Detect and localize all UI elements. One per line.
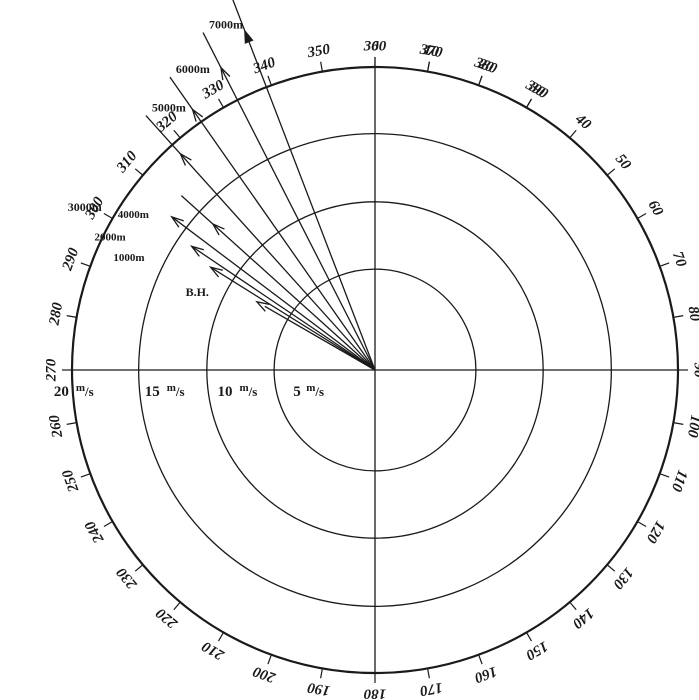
angle-label: 50: [612, 151, 634, 173]
wind-altitude-label: 2000m: [94, 231, 125, 243]
angle-tick: [321, 668, 323, 678]
angle-tick: [479, 655, 482, 664]
angle-label: 180: [363, 686, 386, 700]
arrow-head: [211, 267, 223, 277]
angle-label: 110: [668, 468, 691, 494]
angle-tick: [570, 130, 576, 138]
angle-tick: [67, 423, 77, 425]
arrow-head: [193, 109, 203, 121]
wind-altitude-label: 3000m: [68, 200, 102, 214]
arrow-head: [192, 246, 204, 256]
angle-tick: [174, 130, 180, 138]
angle-label: 40: [571, 111, 594, 134]
angle-tick: [174, 602, 180, 610]
angle-tick: [67, 316, 77, 318]
speed-value: 15: [145, 384, 160, 400]
angle-tick: [81, 263, 90, 266]
angle-label: 190: [306, 679, 331, 699]
angle-label: 360: [363, 38, 387, 54]
angle-label: 80: [684, 305, 699, 323]
speed-unit: m/s: [76, 382, 94, 399]
angle-label: 70: [669, 250, 689, 270]
angle-label: 60: [645, 198, 667, 219]
wind-altitude-label: 7000m: [209, 18, 243, 32]
angle-tick: [104, 522, 113, 527]
speed-unit: m/s: [239, 382, 257, 399]
angle-label: 130: [609, 564, 636, 592]
angle-label: 370: [418, 41, 444, 61]
wind-altitude-label: 4000m: [118, 209, 149, 221]
angle-tick: [660, 474, 669, 477]
speed-value: 20: [54, 384, 69, 400]
angle-tick: [135, 169, 143, 175]
angle-label: 350: [305, 41, 331, 61]
angle-tick: [527, 632, 532, 641]
angle-label: 160: [472, 663, 499, 686]
angle-label: 230: [113, 564, 141, 593]
angle-label: 220: [153, 604, 182, 632]
angle-tick: [104, 214, 113, 219]
speed-label-group: 5 m/s: [293, 382, 324, 400]
angle-label: 290: [59, 246, 82, 274]
angle-label: 90: [691, 363, 699, 379]
wind-altitude-label: 1000m: [113, 252, 144, 264]
angle-label: 280: [46, 301, 66, 327]
wind-altitude-label: 6000m: [176, 62, 210, 76]
angle-tick: [479, 76, 482, 85]
angle-label: 140: [569, 605, 597, 632]
angle-tick: [673, 423, 683, 425]
angle-tick: [428, 668, 430, 678]
angle-label: 200: [251, 663, 279, 686]
speed-value: 5: [293, 384, 301, 400]
wind-polar-chart: 0102030405060708090100110120130140150160…: [0, 0, 699, 700]
arrow-head: [245, 31, 253, 44]
speed-unit: m/s: [306, 382, 324, 399]
speed-label-group: 10 m/s: [217, 382, 257, 400]
angle-tick: [637, 214, 646, 219]
angle-tick: [527, 99, 532, 108]
wind-vector: [211, 267, 375, 370]
angle-label: 270: [43, 358, 59, 382]
speed-label-group: 15 m/s: [145, 382, 185, 400]
angle-tick: [660, 263, 669, 266]
angle-labels: 0102030405060708090100110120130140150160…: [43, 38, 699, 700]
angle-tick: [268, 655, 271, 664]
angle-tick: [673, 316, 683, 318]
angle-label: 380: [471, 54, 499, 77]
arrow-head: [221, 68, 230, 81]
angle-label: 240: [82, 518, 108, 547]
angle-label: 390: [522, 77, 551, 103]
speed-labels: 5 m/s 10 m/s 15 m/s 20 m/s: [54, 382, 324, 400]
angle-label: 100: [684, 414, 699, 439]
angle-tick: [607, 169, 615, 175]
angle-label: 150: [523, 638, 551, 663]
angle-label: 170: [418, 679, 443, 699]
angle-label: 260: [46, 413, 66, 439]
angle-label: 250: [59, 467, 82, 495]
angle-tick: [428, 62, 430, 72]
angle-tick: [219, 99, 224, 108]
angle-tick: [321, 62, 323, 72]
speed-value: 10: [217, 384, 232, 400]
angle-label: 210: [199, 637, 228, 663]
angle-tick: [637, 522, 646, 527]
wind-altitude-label: B.H.: [186, 285, 209, 299]
angle-tick: [607, 565, 615, 571]
speed-unit: m/s: [167, 382, 185, 399]
angle-tick: [570, 602, 576, 610]
angle-label: 330: [199, 77, 228, 103]
wind-vector: [170, 77, 375, 370]
angle-tick: [81, 474, 90, 477]
angle-label: 310: [113, 148, 141, 177]
angle-label: 340: [250, 54, 278, 77]
angle-label: 120: [642, 518, 667, 546]
angle-tick: [219, 632, 224, 641]
angle-tick: [268, 76, 271, 85]
wind-vector: [203, 33, 375, 370]
wind-altitude-label: 5000m: [152, 101, 186, 115]
wind-vector: [231, 0, 375, 370]
angle-tick: [135, 565, 143, 571]
